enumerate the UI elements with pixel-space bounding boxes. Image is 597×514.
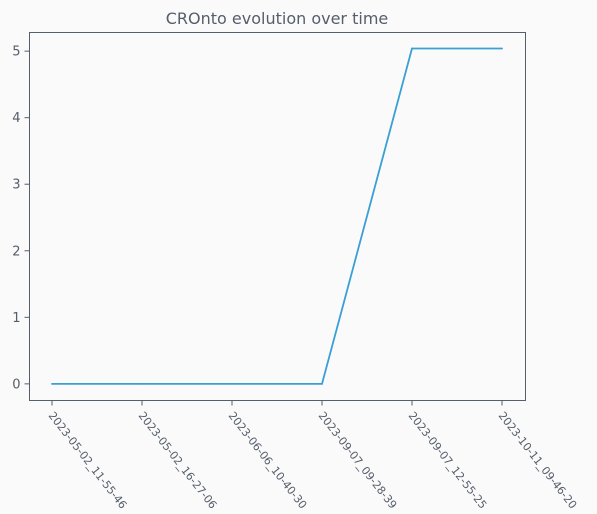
- data-point: [141, 382, 143, 385]
- y-tick-label: 3: [12, 178, 20, 193]
- y-tick-label: 5: [12, 45, 20, 60]
- data-point: [231, 382, 233, 385]
- series-layer: [51, 47, 503, 385]
- data-point: [411, 47, 413, 50]
- y-axis: 0 1 2 3 4 5: [12, 45, 30, 392]
- y-tick-label: 2: [12, 244, 20, 259]
- data-point: [321, 382, 323, 385]
- series-line: [52, 47, 502, 385]
- plot-area-frame: [29, 32, 526, 401]
- data-point: [51, 382, 53, 385]
- y-tick-label: 0: [12, 377, 20, 392]
- data-point: [501, 47, 503, 50]
- y-tick-label: 1: [12, 311, 20, 326]
- chart-title: CROnto evolution over time: [166, 9, 389, 28]
- y-tick-label: 4: [12, 111, 20, 126]
